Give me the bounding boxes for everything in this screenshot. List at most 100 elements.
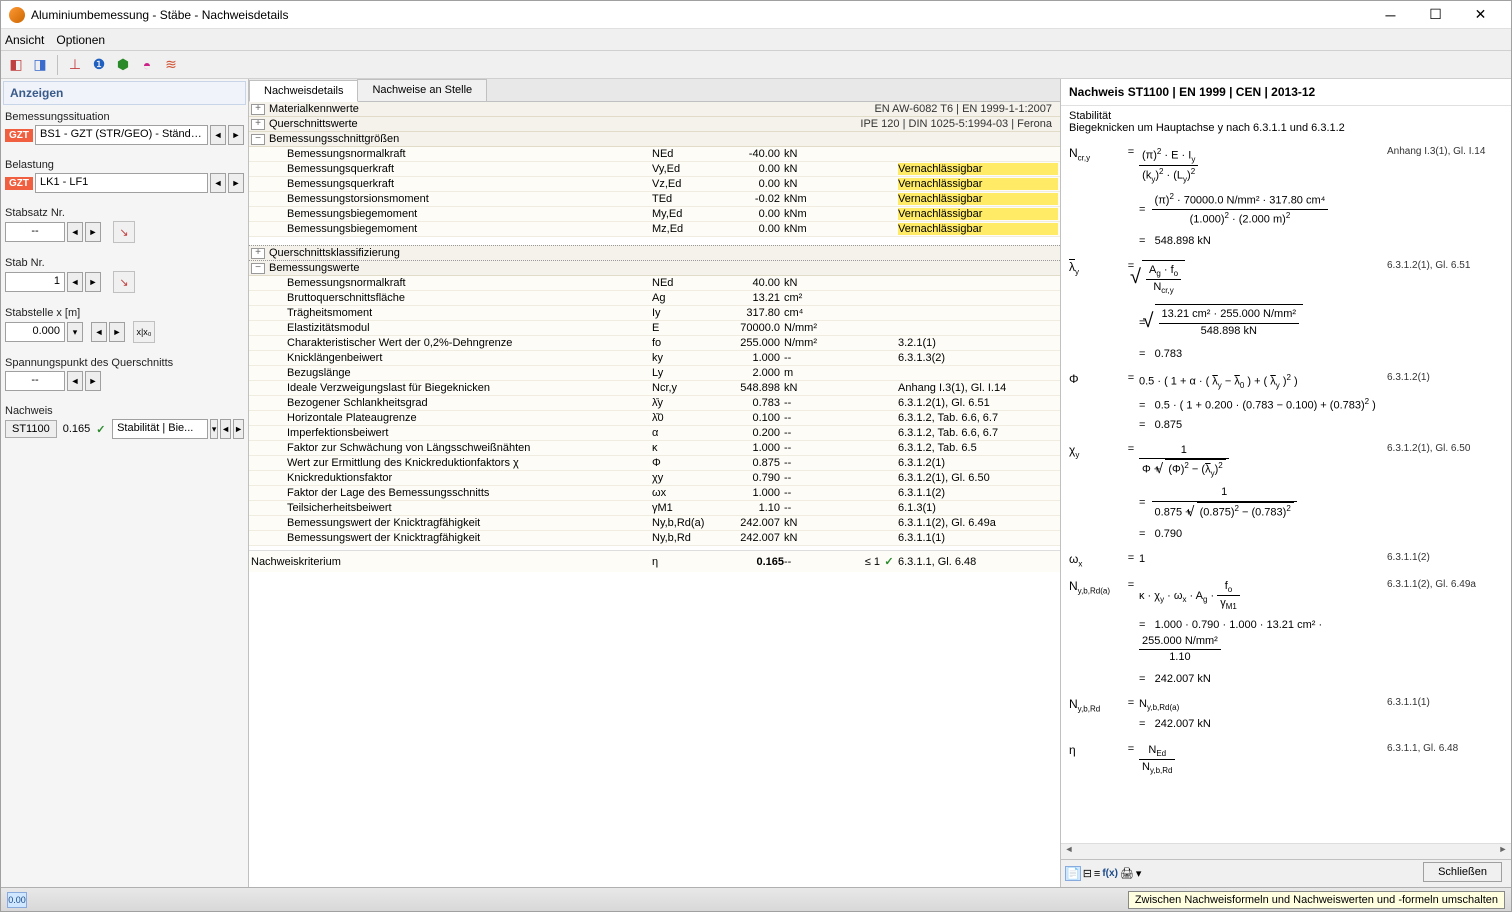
section-row[interactable]: + Querschnittsklassifizierung (249, 245, 1060, 261)
tabs: Nachweisdetails Nachweise an Stelle (249, 79, 1060, 102)
tool-select-icon[interactable]: ◧ (5, 54, 27, 76)
formula-block: Φ = 0.5 · ( 1 + α · ( λy − λ0 ) + ( λy )… (1069, 372, 1503, 432)
tool-blue-icon[interactable]: ◨ (29, 54, 51, 76)
situation-prev[interactable]: ◄ (210, 125, 226, 145)
row-name: Bemessungsnormalkraft (287, 277, 652, 289)
section-row[interactable]: − Bemessungsschnittgrößen (249, 132, 1060, 147)
row-value: 1.10 (712, 502, 784, 514)
tool-nodes-icon[interactable]: ⬢ (112, 54, 134, 76)
rtool-tree-icon[interactable]: ⊟ (1083, 867, 1092, 880)
tool-marker-icon[interactable]: ⊥ (64, 54, 86, 76)
nachweis-prev[interactable]: ◄ (220, 419, 231, 439)
row-symbol: Ag (652, 292, 712, 304)
separator (57, 55, 58, 75)
criterion-symbol: η (652, 556, 712, 568)
stabsatz-input[interactable]: -- (5, 222, 65, 242)
formula-ref: 6.3.1.1(1) (1381, 697, 1503, 733)
row-value: 1.000 (712, 487, 784, 499)
formula-ref: 6.3.1.2(1) (1381, 372, 1503, 432)
maximize-button[interactable]: ☐ (1413, 1, 1458, 29)
rtool-values-icon[interactable]: 📄 (1065, 866, 1081, 881)
section-row[interactable]: − Bemessungswerte (249, 261, 1060, 276)
row-symbol: My,Ed (652, 208, 712, 220)
section-title: Bemessungsschnittgrößen (269, 133, 1058, 145)
situation-combo[interactable]: BS1 - GZT (STR/GEO) - Ständig ... (35, 125, 208, 145)
title-bar: Aluminiumbemessung - Stäbe - Nachweisdet… (1, 1, 1511, 29)
spannung-input[interactable]: -- (5, 371, 65, 391)
table-row: Knickreduktionsfaktor χy 0.790 -- 6.3.1.… (249, 471, 1060, 486)
section-row[interactable]: + Querschnittswerte IPE 120 | DIN 1025-5… (249, 117, 1060, 132)
status-precision-icon[interactable]: 0.00 (7, 892, 27, 908)
table-row: Bemessungsnormalkraft NEd -40.00 kN (249, 147, 1060, 162)
section-row[interactable]: + Materialkennwerte EN AW-6082 T6 | EN 1… (249, 102, 1060, 117)
row-symbol: E (652, 322, 712, 334)
tab-details[interactable]: Nachweisdetails (249, 80, 358, 102)
stab-input[interactable]: 1 (5, 272, 65, 292)
expand-icon[interactable]: − (251, 134, 265, 145)
rtool-fx-icon[interactable]: f(x) (1102, 868, 1118, 879)
scroll-right-icon[interactable]: ► (1495, 844, 1511, 859)
formula-body: NEdNy,b,Rd (1139, 743, 1381, 777)
row-name: Bemessungswert der Knicktragfähigkeit (287, 517, 652, 529)
stabstelle-prev[interactable]: ◄ (91, 322, 107, 342)
row-unit: kN (784, 163, 840, 175)
load-combo[interactable]: LK1 - LF1 (35, 173, 208, 193)
tool-wave-icon[interactable]: ≋ (160, 54, 182, 76)
row-ref: 6.3.1.2, Tab. 6.6, 6.7 (898, 427, 1058, 439)
tool-info-icon[interactable]: ❶ (88, 54, 110, 76)
spannung-prev[interactable]: ◄ (67, 371, 83, 391)
close-button[interactable]: Schließen (1423, 862, 1502, 882)
row-value: -0.02 (712, 193, 784, 205)
scroll-left-icon[interactable]: ◄ (1061, 844, 1077, 859)
minimize-button[interactable]: ─ (1368, 1, 1413, 29)
row-unit: m (784, 367, 840, 379)
stab-pick-icon[interactable]: ↘ (113, 271, 135, 293)
tool-flag-icon[interactable]: ◓ (136, 54, 158, 76)
close-window-button[interactable]: ✕ (1458, 1, 1503, 29)
criterion-unit: -- (784, 556, 840, 568)
stabsatz-next[interactable]: ► (85, 222, 101, 242)
expand-icon[interactable]: − (251, 263, 265, 274)
row-ref: Vernachlässigbar (898, 163, 1058, 175)
nachweis-next[interactable]: ► (233, 419, 244, 439)
stabsatz-pick-icon[interactable]: ↘ (113, 221, 135, 243)
row-name: Wert zur Ermittlung des Knickreduktionfa… (287, 457, 652, 469)
rtool-print-icon[interactable]: 🖨 (1120, 867, 1134, 880)
stabstelle-dropdown[interactable]: ▾ (67, 322, 83, 342)
rtool-list-icon[interactable]: ≡ (1094, 868, 1100, 880)
expand-icon[interactable]: + (251, 248, 265, 259)
scroll-track[interactable] (1077, 844, 1495, 859)
nachweis-combo[interactable]: Stabilität | Bie... (112, 419, 208, 439)
row-symbol: λ̄y (652, 397, 712, 409)
nachweis-dropdown[interactable]: ▾ (210, 419, 218, 439)
expand-icon[interactable]: + (251, 119, 265, 130)
h-scrollbar[interactable]: ◄ ► (1061, 843, 1511, 859)
center-panel: Nachweisdetails Nachweise an Stelle + Ma… (249, 79, 1061, 887)
row-value: 0.00 (712, 208, 784, 220)
table-row: Ideale Verzweigungslast für Biegeknicken… (249, 381, 1060, 396)
spannung-next[interactable]: ► (85, 371, 101, 391)
stab-prev[interactable]: ◄ (67, 272, 83, 292)
load-next[interactable]: ► (228, 173, 244, 193)
situation-next[interactable]: ► (228, 125, 244, 145)
row-ref: Vernachlässigbar (898, 193, 1058, 205)
load-badge: GZT (5, 177, 33, 190)
rtool-dropdown-icon[interactable]: ▾ (1136, 867, 1148, 880)
menu-view[interactable]: Ansicht (5, 33, 44, 47)
criterion-cond: ≤ 1 (840, 556, 880, 568)
load-label: Belastung (5, 159, 244, 171)
menu-options[interactable]: Optionen (56, 33, 105, 47)
right-header: Nachweis ST1100 | EN 1999 | CEN | 2013-1… (1061, 79, 1511, 106)
stabstelle-next[interactable]: ► (109, 322, 125, 342)
stabsatz-prev[interactable]: ◄ (67, 222, 83, 242)
tab-stelle[interactable]: Nachweise an Stelle (357, 79, 487, 101)
row-symbol: Vy,Ed (652, 163, 712, 175)
stabstelle-xx0-icon[interactable]: x|x₀ (133, 321, 155, 343)
stab-next[interactable]: ► (85, 272, 101, 292)
row-name: Bemessungswert der Knicktragfähigkeit (287, 532, 652, 544)
row-value: 0.783 (712, 397, 784, 409)
stabstelle-input[interactable]: 0.000 (5, 322, 65, 342)
table-row: Bemessungsquerkraft Vz,Ed 0.00 kN Vernac… (249, 177, 1060, 192)
expand-icon[interactable]: + (251, 104, 265, 115)
load-prev[interactable]: ◄ (210, 173, 226, 193)
